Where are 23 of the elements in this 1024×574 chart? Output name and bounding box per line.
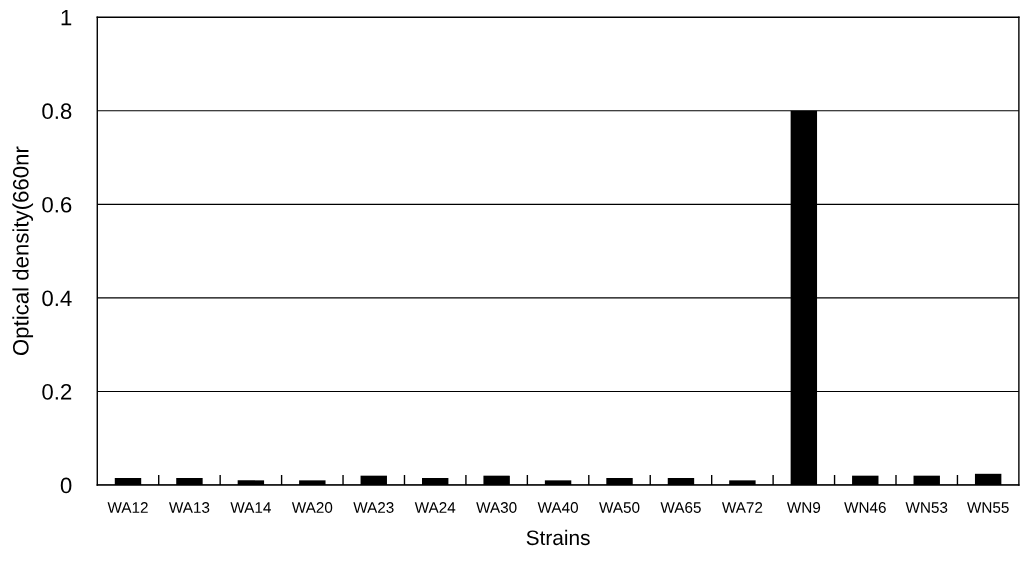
x-tick-label: WN55 [967, 502, 1009, 513]
y-tick-label: 0 [60, 477, 72, 494]
x-tick-label: WA14 [230, 502, 271, 513]
x-tick-label: WA50 [599, 502, 640, 513]
x-tick-label: WN46 [844, 502, 886, 513]
x-tick-label: WN53 [905, 502, 948, 513]
y-tick-label: 0.4 [42, 290, 72, 307]
y-axis-title: Optical density(660nr [12, 146, 34, 356]
y-tick-label: 1 [61, 9, 72, 26]
x-tick-label: WA20 [291, 502, 333, 513]
x-tick-label: WA30 [476, 502, 517, 513]
x-tick-label: WA12 [107, 502, 148, 513]
y-tick-label: 0.2 [42, 384, 72, 400]
x-tick-label: WA65 [660, 502, 701, 513]
x-tick-label: WA13 [168, 502, 210, 513]
x-tick-label: WN9 [786, 502, 821, 513]
x-tick-label: WA23 [353, 502, 394, 513]
x-tick-label: WA40 [537, 502, 578, 513]
y-tick-label: 0.6 [42, 196, 72, 213]
x-tick-label: WA72 [721, 502, 763, 513]
x-axis-title: Strains [526, 529, 590, 546]
x-tick-label: WA24 [414, 502, 456, 513]
y-tick-label: 0.8 [42, 103, 72, 120]
